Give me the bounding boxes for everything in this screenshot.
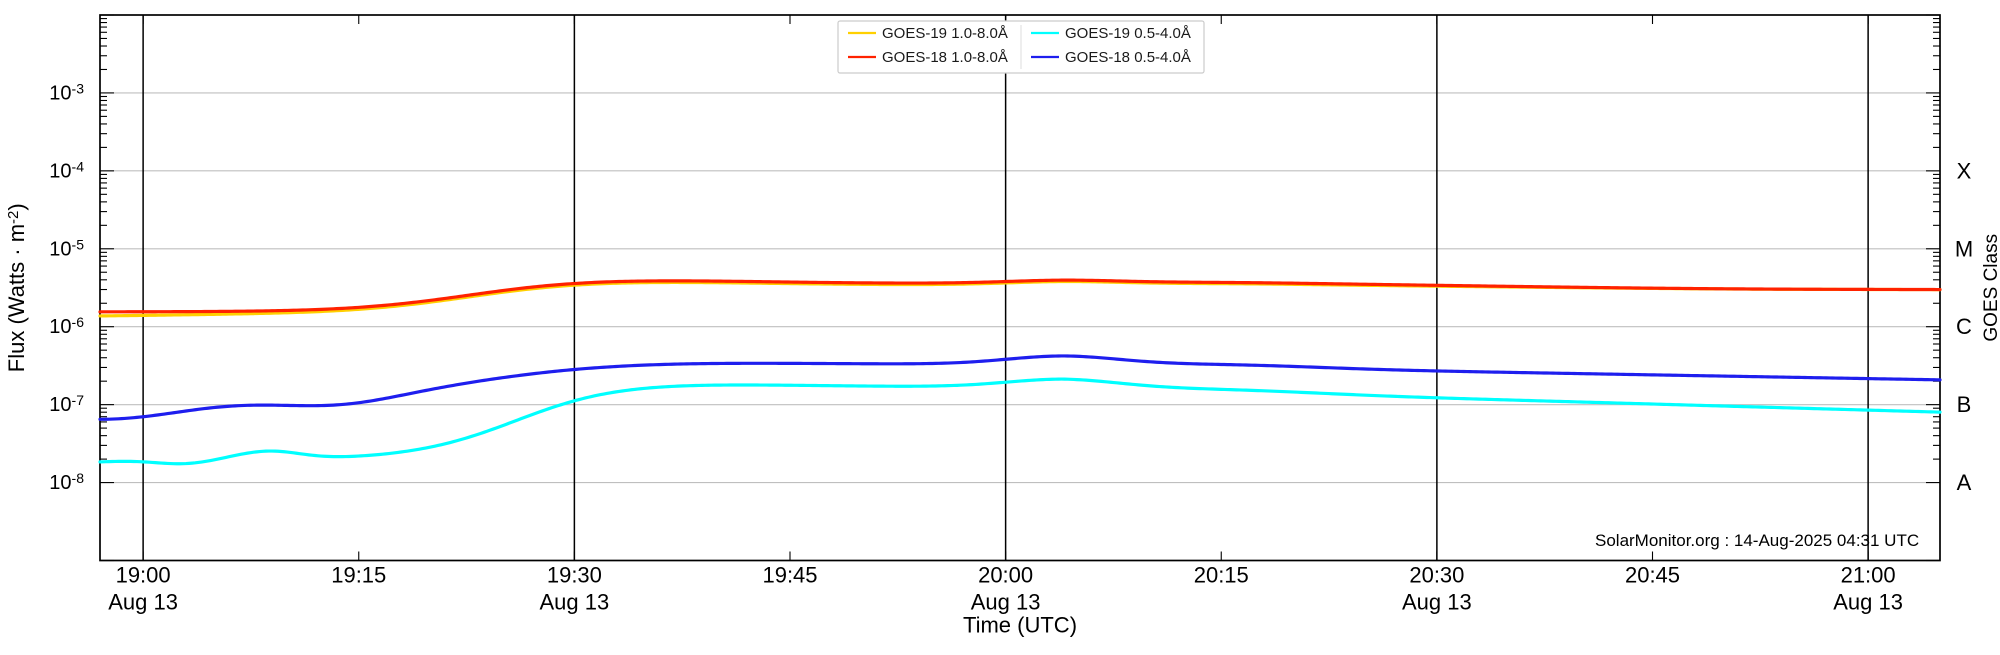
svg-text:SolarMonitor.org : 14-Aug-2025: SolarMonitor.org : 14-Aug-2025 04:31 UTC bbox=[1595, 531, 1919, 550]
svg-text:GOES-19 1.0-8.0Å: GOES-19 1.0-8.0Å bbox=[882, 25, 1008, 42]
svg-text:19:45: 19:45 bbox=[762, 563, 817, 588]
svg-text:Time (UTC): Time (UTC) bbox=[963, 613, 1077, 638]
svg-text:19:30: 19:30 bbox=[547, 563, 602, 588]
svg-text:X: X bbox=[1957, 158, 1972, 183]
svg-text:B: B bbox=[1957, 392, 1972, 417]
svg-text:Flux (Watts · m-2): Flux (Watts · m-2) bbox=[4, 203, 29, 372]
svg-text:C: C bbox=[1956, 314, 1972, 339]
svg-text:A: A bbox=[1957, 470, 1972, 495]
svg-text:GOES-18 0.5-4.0Å: GOES-18 0.5-4.0Å bbox=[1065, 49, 1191, 66]
svg-text:20:15: 20:15 bbox=[1194, 563, 1249, 588]
svg-text:Aug 13: Aug 13 bbox=[108, 590, 178, 615]
svg-text:19:00: 19:00 bbox=[116, 563, 171, 588]
svg-text:M: M bbox=[1955, 236, 1973, 261]
svg-text:Aug 13: Aug 13 bbox=[1833, 590, 1903, 615]
svg-text:20:30: 20:30 bbox=[1409, 563, 1464, 588]
svg-text:GOES-19 0.5-4.0Å: GOES-19 0.5-4.0Å bbox=[1065, 25, 1191, 42]
svg-text:GOES-18 1.0-8.0Å: GOES-18 1.0-8.0Å bbox=[882, 49, 1008, 66]
svg-text:20:00: 20:00 bbox=[978, 563, 1033, 588]
svg-text:20:45: 20:45 bbox=[1625, 563, 1680, 588]
svg-text:GOES Class: GOES Class bbox=[1981, 234, 2000, 342]
svg-text:Aug 13: Aug 13 bbox=[1402, 590, 1472, 615]
svg-text:21:00: 21:00 bbox=[1841, 563, 1896, 588]
svg-text:Aug 13: Aug 13 bbox=[540, 590, 610, 615]
svg-text:19:15: 19:15 bbox=[331, 563, 386, 588]
svg-text:Aug 13: Aug 13 bbox=[971, 590, 1041, 615]
